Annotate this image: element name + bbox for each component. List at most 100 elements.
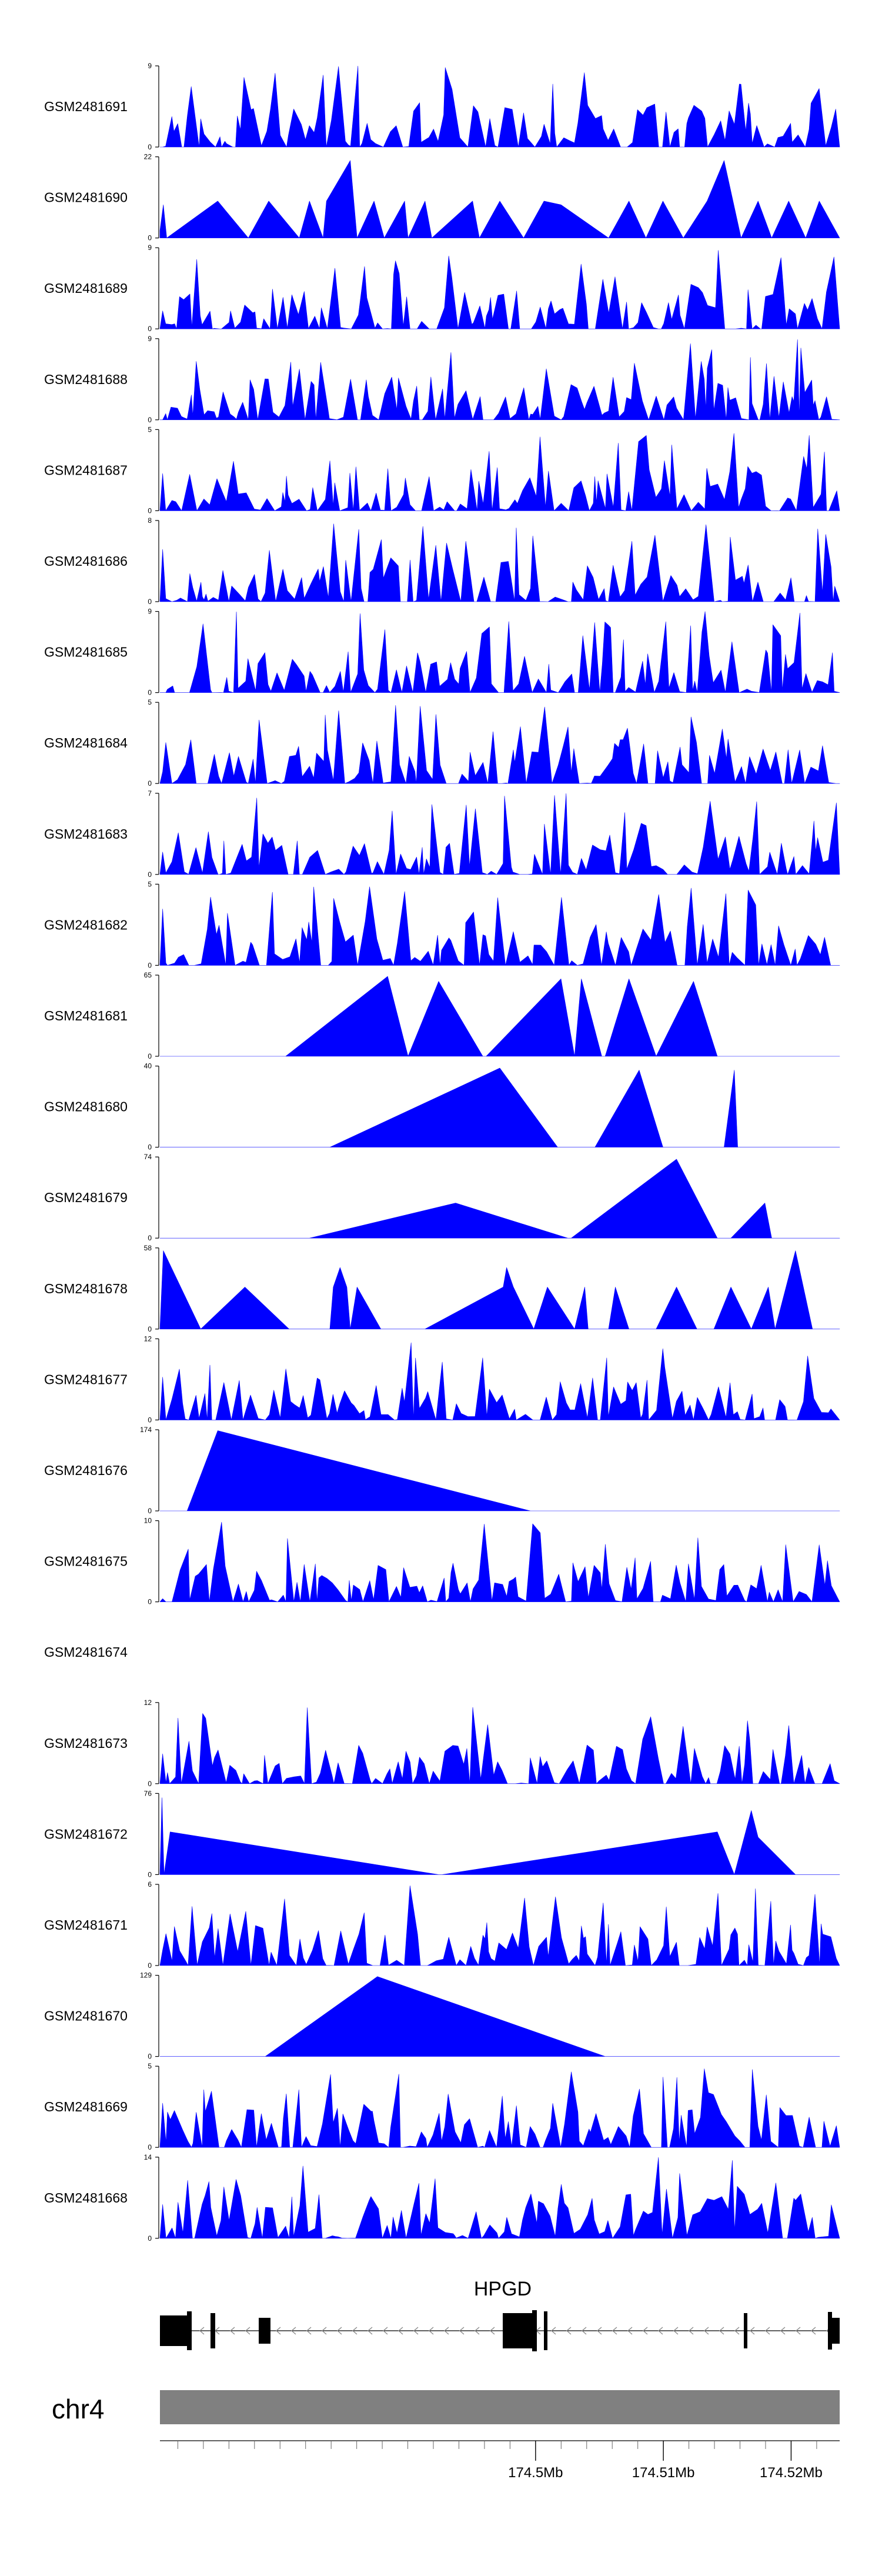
strand-arrow-icon <box>551 2327 556 2335</box>
y-min-label: 0 <box>148 1143 152 1152</box>
y-max-label: 65 <box>144 971 152 979</box>
coverage-area <box>159 705 840 784</box>
y-min-label: 0 <box>148 416 152 424</box>
axis-tick-label: 174.51Mb <box>632 2465 695 2481</box>
track-label: GSM2481668 <box>44 2190 128 2205</box>
y-min-label: 0 <box>148 870 152 879</box>
y-max-label: 7 <box>148 789 152 798</box>
coverage-area <box>159 976 840 1057</box>
y-min-label: 0 <box>148 2053 152 2061</box>
track-GSM2481687: GSM2481687 5 0 <box>44 425 840 515</box>
y-min-label: 0 <box>148 143 152 151</box>
gene-model-track: HPGD <box>160 2278 840 2351</box>
strand-arrow-icon <box>306 2327 312 2335</box>
coverage-area <box>159 66 840 148</box>
track-label: GSM2481672 <box>44 1826 128 1841</box>
strand-arrow-icon <box>780 2327 786 2335</box>
coverage-area <box>159 1159 840 1239</box>
strand-arrow-icon <box>429 2327 434 2335</box>
strand-arrow-icon <box>475 2327 480 2335</box>
track-GSM2481684: GSM2481684 5 0 <box>44 698 840 788</box>
track-GSM2481678: GSM2481678 58 0 <box>44 1244 840 1333</box>
y-min-label: 0 <box>148 1598 152 1606</box>
coverage-area <box>159 1250 840 1330</box>
exon-block <box>259 2318 270 2344</box>
track-GSM2481676: GSM2481676 174 0 <box>44 1426 840 1515</box>
track-label: GSM2481675 <box>44 1554 128 1569</box>
y-min-label: 0 <box>148 961 152 969</box>
y-min-label: 0 <box>148 1780 152 1788</box>
y-max-label: 5 <box>148 425 152 433</box>
strand-arrow-icon <box>276 2327 281 2335</box>
coverage-area <box>159 1976 840 2057</box>
y-min-label: 0 <box>148 506 152 515</box>
track-GSM2481671: GSM2481671 6 0 <box>44 1880 840 1970</box>
track-GSM2481679: GSM2481679 74 0 <box>44 1153 840 1242</box>
y-max-label: 174 <box>140 1426 152 1434</box>
track-GSM2481691: GSM2481691 9 0 <box>44 62 840 151</box>
strand-arrow-icon <box>765 2327 770 2335</box>
axis-tick-label: 174.52Mb <box>760 2465 823 2481</box>
strand-arrow-icon <box>245 2327 250 2335</box>
strand-arrow-icon <box>230 2327 235 2335</box>
coverage-area <box>159 2157 840 2239</box>
track-label: GSM2481671 <box>44 1917 128 1933</box>
exon-block <box>544 2311 547 2350</box>
coverage-area <box>159 1342 840 1420</box>
track-label: GSM2481683 <box>44 826 128 842</box>
y-max-label: 8 <box>148 516 152 525</box>
track-GSM2481689: GSM2481689 9 0 <box>44 243 840 333</box>
y-min-label: 0 <box>148 2234 152 2243</box>
track-label: GSM2481680 <box>44 1099 128 1115</box>
strand-arrow-icon <box>658 2327 663 2335</box>
strand-arrow-icon <box>291 2327 296 2335</box>
y-min-label: 0 <box>148 325 152 333</box>
exon-block <box>503 2313 532 2348</box>
chromosome-band-bar <box>160 2390 840 2424</box>
exon-block <box>160 2315 187 2346</box>
coverage-area <box>159 886 840 966</box>
y-min-label: 0 <box>148 779 152 788</box>
track-GSM2481688: GSM2481688 9 0 <box>44 335 840 424</box>
y-max-label: 58 <box>144 1244 152 1252</box>
strand-arrow-icon <box>368 2327 373 2335</box>
exon-block <box>187 2311 192 2350</box>
strand-arrow-icon <box>689 2327 694 2335</box>
track-label: GSM2481685 <box>44 645 128 660</box>
coverage-area <box>159 1521 840 1602</box>
chromosome-ideogram: chr4 <box>52 2390 840 2424</box>
strand-arrow-icon <box>612 2327 617 2335</box>
track-GSM2481682: GSM2481682 5 0 <box>44 880 840 969</box>
y-max-label: 12 <box>144 1334 152 1343</box>
y-min-label: 0 <box>148 1234 152 1242</box>
track-label: GSM2481682 <box>44 917 128 932</box>
exon-block <box>832 2318 840 2344</box>
y-max-label: 9 <box>148 608 152 616</box>
track-label: GSM2481684 <box>44 735 128 750</box>
track-GSM2481685: GSM2481685 9 0 <box>44 608 840 697</box>
track-GSM2481668: GSM2481668 14 0 <box>44 2153 840 2243</box>
strand-arrow-icon <box>582 2327 587 2335</box>
track-GSM2481686: GSM2481686 8 0 <box>44 516 840 606</box>
coverage-area <box>159 793 840 875</box>
strand-arrow-icon <box>444 2327 449 2335</box>
strand-arrow-icon <box>627 2327 633 2335</box>
coverage-area <box>159 1430 840 1511</box>
strand-arrow-icon <box>459 2327 465 2335</box>
coverage-area <box>159 1707 840 1784</box>
y-max-label: 6 <box>148 1880 152 1888</box>
strand-arrow-icon <box>322 2327 327 2335</box>
coverage-area <box>159 250 840 329</box>
exon-block <box>532 2310 537 2351</box>
y-max-label: 9 <box>148 243 152 252</box>
track-label: GSM2481689 <box>44 281 128 296</box>
y-min-label: 0 <box>148 1961 152 1970</box>
coverage-tracks: GSM248169190GSM2481690220GSM248168990GSM… <box>44 62 840 2243</box>
track-label: GSM2481670 <box>44 2008 128 2024</box>
strand-arrow-icon <box>383 2327 388 2335</box>
strand-arrow-icon <box>704 2327 709 2335</box>
y-max-label: 9 <box>148 335 152 343</box>
track-GSM2481681: GSM2481681 65 0 <box>44 971 840 1060</box>
y-max-label: 14 <box>144 2153 152 2161</box>
